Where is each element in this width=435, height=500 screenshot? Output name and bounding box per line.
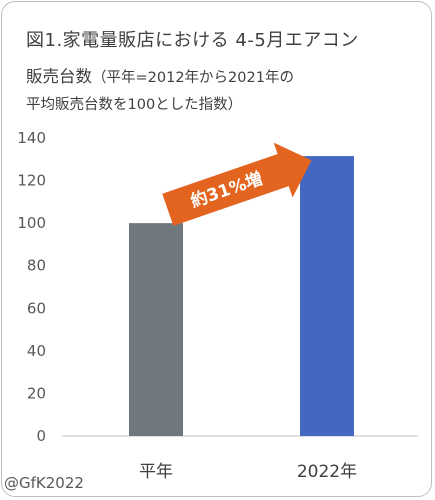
y-tick-label: 0 (36, 427, 46, 445)
copyright: @GfK2022 (4, 474, 84, 492)
y-tick-label: 20 (27, 384, 46, 402)
chart-title: 図1.家電量販店における 4-5月エアコン (26, 30, 359, 51)
subtitle-note-2: 平均販売台数を100とした指数） (26, 97, 243, 113)
subtitle-main: 販売台数 (26, 67, 92, 86)
arrow-shape (162, 142, 312, 226)
y-tick-label: 120 (17, 172, 46, 190)
increase-arrow: 約31%増 (162, 142, 312, 226)
y-tick-label: 40 (27, 342, 46, 360)
chart-subtitle: 販売台数（平年=2012年から2021年の 平均販売台数を100とした指数） (26, 63, 294, 119)
x-category-label: 平年 (139, 462, 173, 482)
y-tick-label: 60 (27, 299, 46, 317)
subtitle-note-1: （平年=2012年から2021年の (92, 70, 294, 86)
x-category-label: 2022年 (297, 462, 357, 482)
bar-1 (129, 223, 183, 436)
y-tick-label: 100 (17, 214, 46, 232)
bar-2 (300, 156, 354, 437)
y-tick-label: 80 (27, 257, 46, 275)
y-tick-label: 140 (17, 129, 46, 147)
